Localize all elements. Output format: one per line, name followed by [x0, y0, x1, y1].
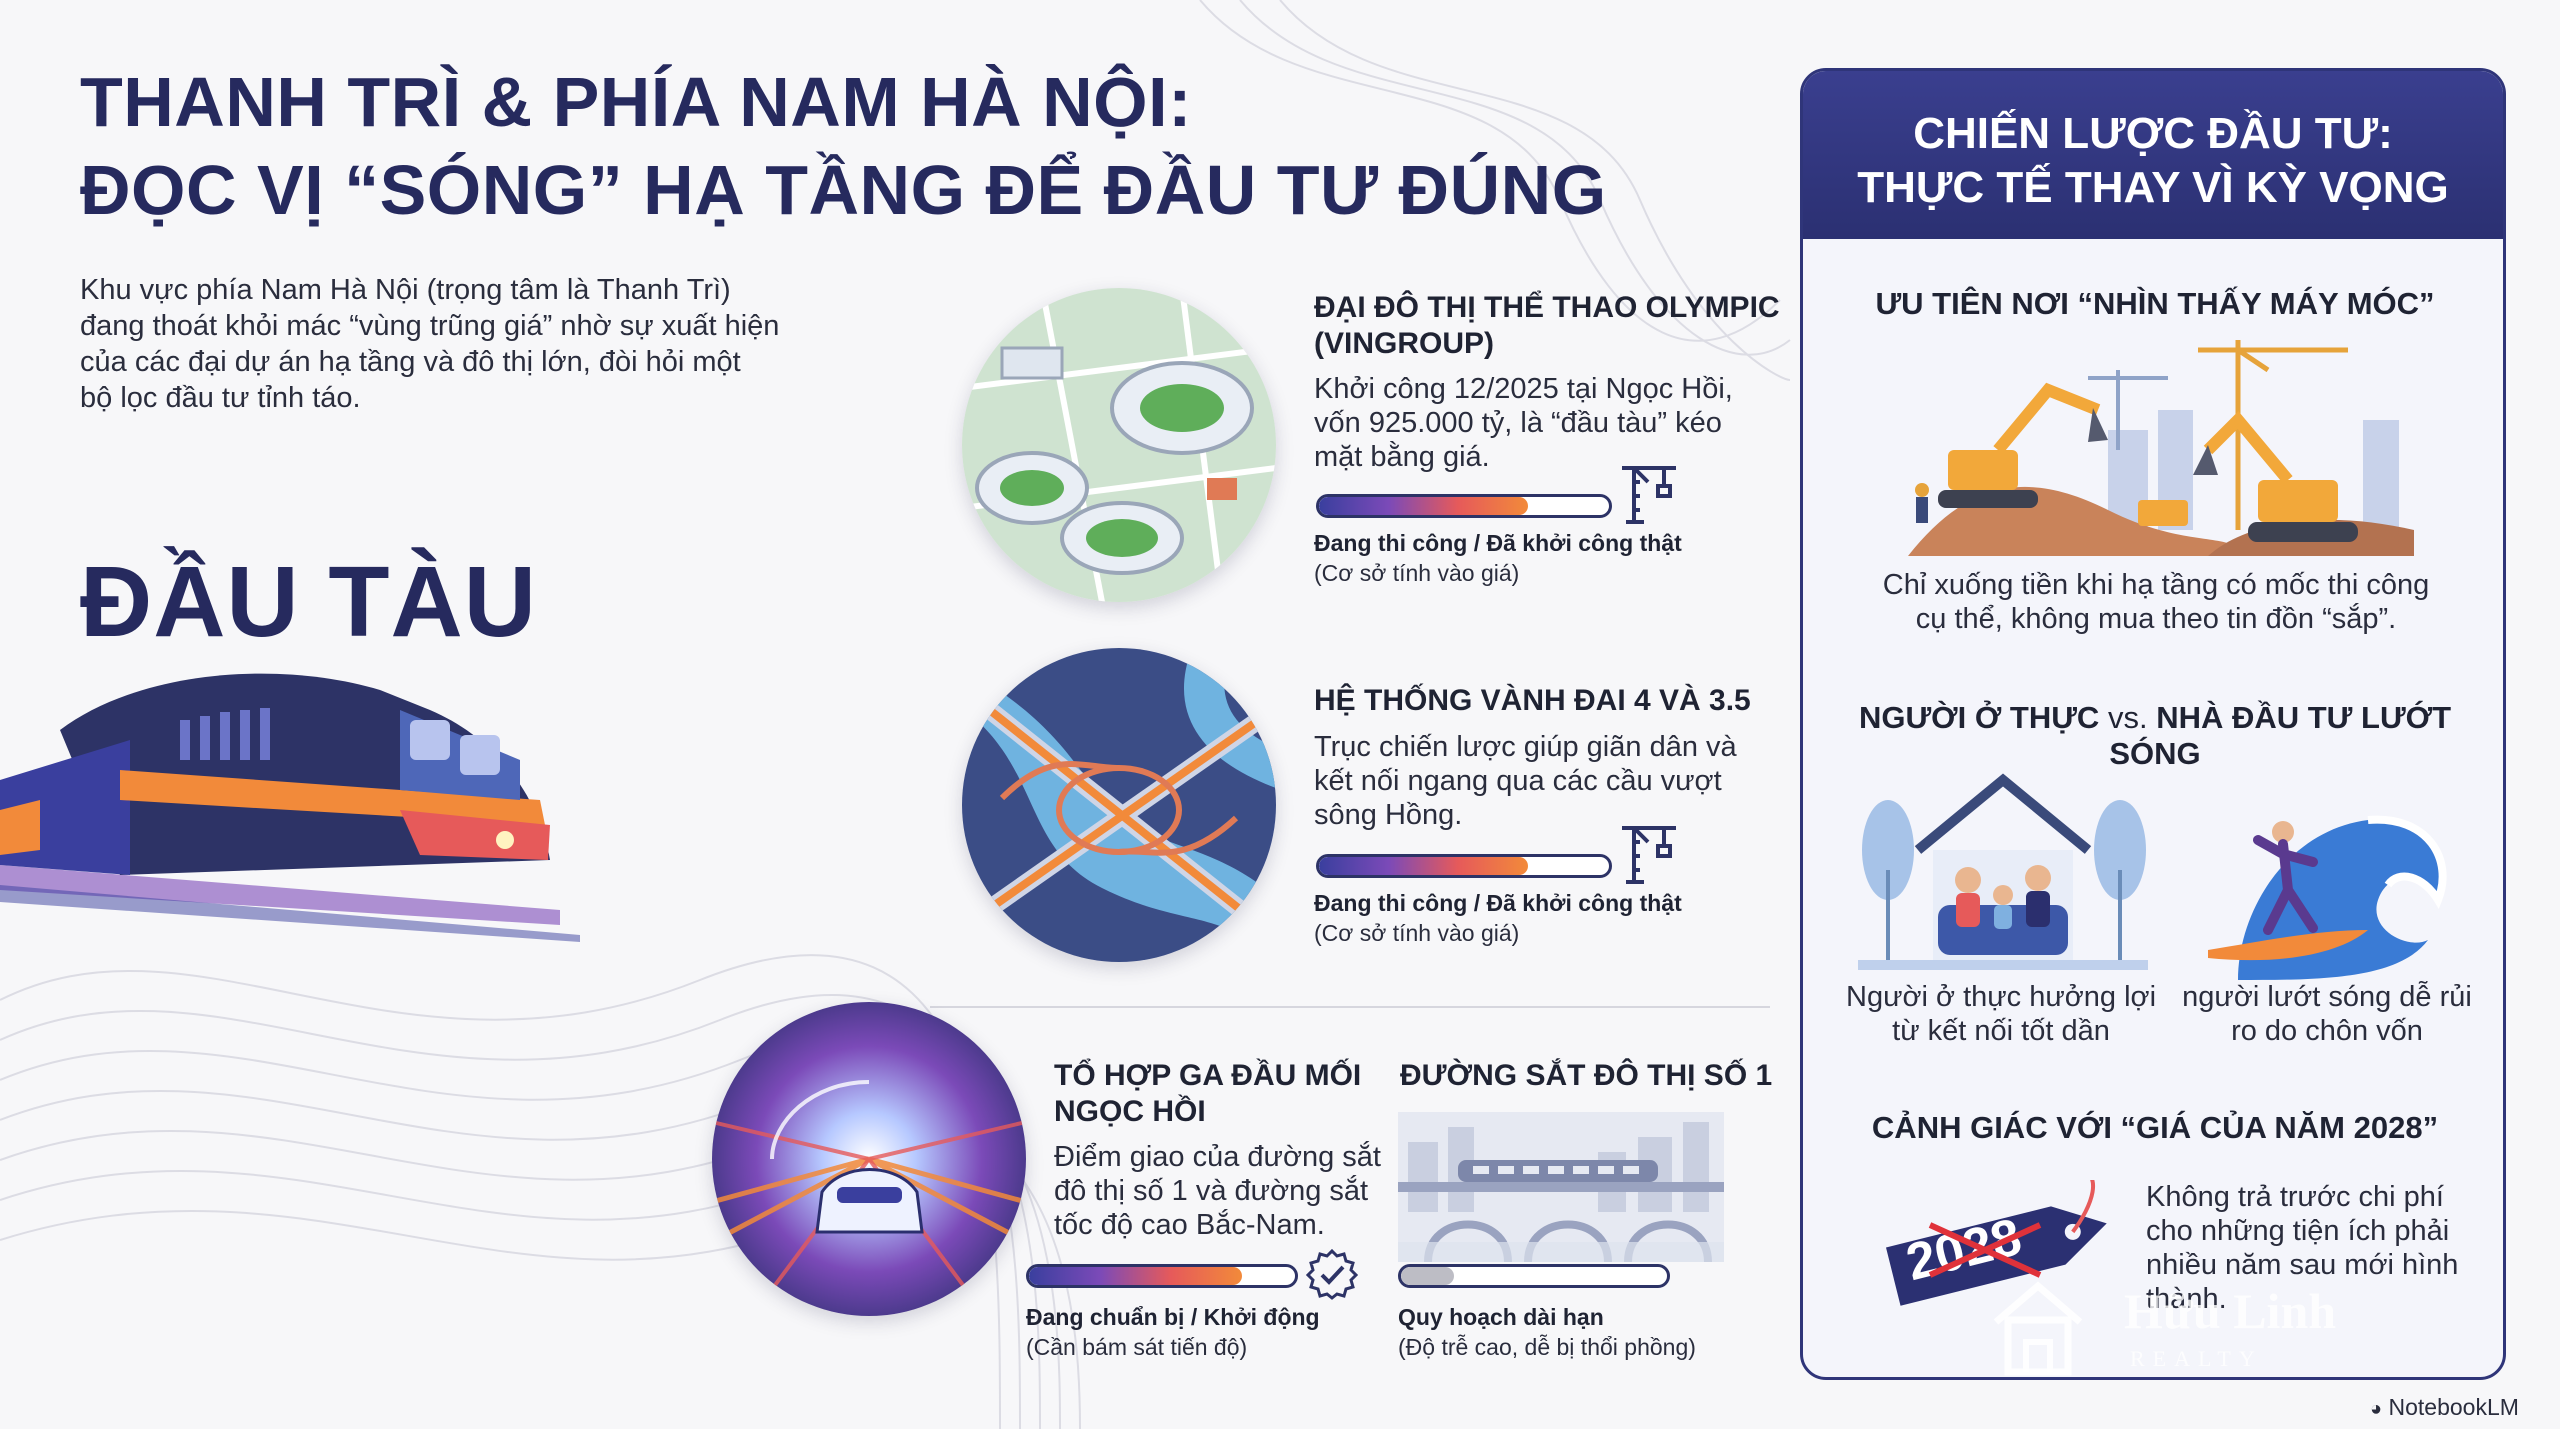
- crane-icon: [1622, 826, 1676, 884]
- notebooklm-icon: ◕: [2370, 1398, 2383, 1420]
- project-olympic-status-note: (Cơ sở tính vào giá): [1314, 560, 1520, 586]
- project-metro-1-title: ĐƯỜNG SẮT ĐÔ THỊ SỐ 1: [1400, 1059, 1773, 1092]
- metro-illustration: [1398, 1112, 1724, 1262]
- project-ngoc-hoi-status: Đang chuẩn bị / Khởi động: [1026, 1304, 1320, 1330]
- project-ngoc-hoi-status-note: (Cần bám sát tiến độ): [1026, 1334, 1248, 1360]
- strategy-panel: CHIẾN LƯỢC ĐẦU TƯ: THỰC TẾ THAY VÌ KỲ VỌ…: [1800, 68, 2506, 1380]
- notebooklm-label: NotebookLM: [2388, 1394, 2519, 1420]
- price-tag-illustration: 2028: [1870, 1180, 2130, 1320]
- family-home-illustration: [1858, 773, 2148, 970]
- project-olympic-progress-fill: [1319, 497, 1528, 515]
- section-divider: [930, 1006, 1770, 1008]
- project-metro-1-progress-fill: [1401, 1267, 1455, 1285]
- project-metro-1-status: Quy hoạch dài hạn: [1398, 1304, 1604, 1330]
- project-ring-road-progress-fill: [1319, 857, 1528, 875]
- project-olympic-status: Đang thi công / Đã khởi công thật: [1314, 530, 1682, 556]
- strategy-vs-title: NGƯỜI Ở THỰC vs. NHÀ ĐẦU TƯ LƯỚT SÓNG: [1830, 700, 2480, 772]
- strategy-panel-header: CHIẾN LƯỢC ĐẦU TƯ: THỰC TẾ THAY VÌ KỲ VỌ…: [1803, 71, 2503, 239]
- strategy-surfer-text: người lướt sóng dễ rủi ro do chôn vốn: [2182, 981, 2472, 1047]
- project-ngoc-hoi-progress-fill: [1029, 1267, 1242, 1285]
- strategy-2028-text: Không trả trước chi phí cho những tiện í…: [2146, 1181, 2459, 1315]
- strike-out-icon: [1928, 1222, 2042, 1278]
- watermark-name: Hữu Linh: [2124, 1283, 2337, 1339]
- strategy-vs-title-a: NGƯỜI Ở THỰC: [1858, 700, 2100, 735]
- project-olympic-progress: [1316, 494, 1612, 518]
- ring-road-illustration: [962, 648, 1276, 962]
- strategy-machinery-text: Chỉ xuống tiền khi hạ tầng có mốc thi cô…: [1882, 569, 2430, 635]
- page-title-line1: THANH TRÌ & PHÍA NAM HÀ NỘI:: [80, 63, 1192, 141]
- strategy-2028-title: CẢNH GIÁC VỚI “GIÁ CỦA NĂM 2028”: [1871, 1110, 2439, 1145]
- watermark-sub: REALTY: [2130, 1346, 2263, 1371]
- watermark-logo: Hữu Linh REALTY: [1990, 1278, 2430, 1378]
- strategy-panel-title-line1: CHIẾN LƯỢC ĐẦU TƯ:: [1913, 109, 2393, 158]
- wave-surfer-illustration: [2208, 815, 2447, 980]
- project-ring-road-status: Đang thi công / Đã khởi công thật: [1314, 890, 1682, 916]
- intro-paragraph: Khu vực phía Nam Hà Nội (trọng tâm là Th…: [80, 274, 780, 414]
- project-ring-road-title: HỆ THỐNG VÀNH ĐAI 4 VÀ 3.5: [1314, 684, 1751, 717]
- crane-icon: [1622, 466, 1676, 524]
- project-ngoc-hoi-progress: [1026, 1264, 1298, 1288]
- project-ngoc-hoi-desc: Điểm giao của đường sắt đô thị số 1 và đ…: [1054, 1141, 1381, 1241]
- dau-tau-heading: ĐẦU TÀU: [80, 546, 537, 658]
- strategy-panel-title-line2: THỰC TẾ THAY VÌ KỲ VỌNG: [1857, 163, 2449, 212]
- project-metro-1-progress: [1398, 1264, 1670, 1288]
- project-ngoc-hoi-title: TỔ HỢP GA ĐẦU MỐI NGỌC HỒI: [1054, 1059, 1362, 1128]
- checkmark-badge-icon: [1306, 1248, 1358, 1300]
- house-logo-icon: [1993, 1281, 2083, 1376]
- strategy-vs-title-vs: vs.: [2107, 700, 2148, 735]
- page-title-line2: ĐỌC VỊ “SÓNG” HẠ TẦNG ĐỂ ĐẦU TƯ ĐÚNG: [80, 151, 1607, 229]
- project-metro-1-status-note: (Độ trễ cao, dễ bị thổi phồng): [1398, 1334, 1696, 1360]
- stadium-illustration: [962, 288, 1276, 602]
- station-illustration: [712, 1002, 1026, 1316]
- project-ring-road-status-note: (Cơ sở tính vào giá): [1314, 920, 1520, 946]
- project-olympic-title: ĐẠI ĐÔ THỊ THỂ THAO OLYMPIC (VINGROUP): [1314, 291, 1780, 360]
- project-ring-road-desc: Trục chiến lược giúp giãn dân và kết nối…: [1314, 731, 1737, 831]
- strategy-vs-title-b: NHÀ ĐẦU TƯ LƯỚT SÓNG: [2109, 700, 2452, 771]
- page-title: THANH TRÌ & PHÍA NAM HÀ NỘI: ĐỌC VỊ “SÓN…: [80, 58, 1780, 234]
- notebooklm-brand: ◕ NotebookLM: [2370, 1394, 2519, 1421]
- project-olympic-desc: Khởi công 12/2025 tại Ngọc Hồi, vốn 925.…: [1314, 373, 1733, 473]
- train-illustration: [0, 673, 580, 942]
- project-ring-road-progress: [1316, 854, 1612, 878]
- construction-illustration: [1908, 340, 2414, 556]
- strategy-resident-text: Người ở thực hưởng lợi từ kết nối tốt dầ…: [1846, 981, 2157, 1047]
- strategy-machinery-title: ƯU TIÊN NƠI “NHÌN THẤY MÁY MÓC”: [1875, 286, 2435, 321]
